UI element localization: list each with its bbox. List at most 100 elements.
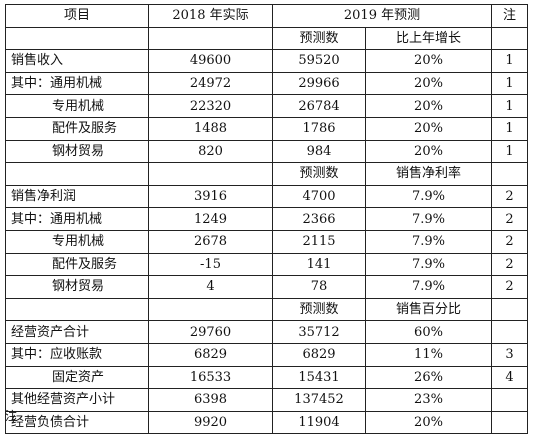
row-rate: 26% (365, 365, 492, 390)
row-label: 销售净利润 (5, 184, 149, 209)
table-row: 配件及服务 1488 1786 20% 1 (5, 116, 528, 141)
subheader-blank-item (5, 162, 149, 186)
row-note (491, 388, 528, 412)
row-rate: 60% (365, 320, 492, 344)
row-note: 1 (491, 94, 528, 118)
header-item: 项目 (5, 4, 149, 28)
row-forecast-2019: 2115 (272, 229, 366, 254)
row-note: 4 (491, 365, 528, 390)
row-forecast-2019: 15431 (272, 365, 366, 390)
row-rate: 20% (365, 410, 492, 434)
subheader-forecast: 预测数 (272, 26, 366, 51)
row-actual-2018: 1249 (148, 207, 273, 231)
row-actual-2018: 3916 (148, 184, 273, 209)
row-actual-2018: 24972 (148, 71, 273, 96)
row-actual-2018: 29760 (148, 320, 273, 344)
header-forecast-2019: 2019 年预测 (272, 4, 492, 28)
row-forecast-2019: 4700 (272, 184, 366, 209)
row-rate: 7.9% (365, 252, 492, 277)
row-note: 2 (491, 252, 528, 277)
subheader-blank-note (491, 26, 528, 51)
row-rate: 20% (365, 139, 492, 164)
row-actual-2018: -15 (148, 252, 273, 277)
subheader-blank-note (491, 297, 528, 322)
subheader-row: 预测数 销售净利率 (5, 162, 528, 186)
row-note: 2 (491, 275, 528, 299)
row-forecast-2019: 141 (272, 252, 366, 277)
subheader-blank-note (491, 162, 528, 186)
table-row: 销售净利润 3916 4700 7.9% 2 (5, 184, 528, 209)
row-label: 配件及服务 (5, 116, 149, 141)
row-label: 专用机械 (5, 94, 149, 118)
row-note (491, 410, 528, 434)
header-row: 项目 2018 年实际 2019 年预测 注 (5, 4, 528, 28)
row-note: 1 (491, 49, 528, 73)
row-actual-2018: 2678 (148, 229, 273, 254)
header-note: 注 (491, 4, 528, 28)
row-actual-2018: 16533 (148, 365, 273, 390)
row-rate: 7.9% (365, 184, 492, 209)
row-forecast-2019: 59520 (272, 49, 366, 73)
table-row: 固定资产 16533 15431 26% 4 (5, 365, 528, 390)
table-row: 专用机械 2678 2115 7.9% 2 (5, 229, 528, 254)
table-row: 其中：通用机械 1249 2366 7.9% 2 (5, 207, 528, 231)
row-note: 1 (491, 116, 528, 141)
row-label: 其中：通用机械 (5, 71, 149, 96)
row-note: 2 (491, 229, 528, 254)
row-label: 销售收入 (5, 49, 149, 73)
row-label: 固定资产 (5, 365, 149, 390)
row-note: 2 (491, 184, 528, 209)
row-forecast-2019: 1786 (272, 116, 366, 141)
row-note: 2 (491, 207, 528, 231)
table-row: 其中：通用机械 24972 29966 20% 1 (5, 71, 528, 96)
row-forecast-2019: 2366 (272, 207, 366, 231)
row-label: 其中：应收账款 (5, 342, 149, 367)
subheader-rate: 比上年增长 (365, 26, 492, 51)
table-row: 其中：应收账款 6829 6829 11% 3 (5, 342, 528, 367)
table-row: 经营负债合计 9920 11904 20% (5, 410, 528, 434)
row-label: 经营资产合计 (5, 320, 149, 344)
row-label: 其他经营资产小计 (5, 388, 149, 412)
row-rate: 7.9% (365, 275, 492, 299)
row-label: 其中：通用机械 (5, 207, 149, 231)
row-label: 钢材贸易 (5, 139, 149, 164)
row-actual-2018: 6398 (148, 388, 273, 412)
row-label: 专用机械 (5, 229, 149, 254)
table-body: 项目 2018 年实际 2019 年预测 注 预测数 比上年增长 销售收入 49600… (5, 4, 528, 434)
row-rate: 11% (365, 342, 492, 367)
row-forecast-2019: 78 (272, 275, 366, 299)
row-forecast-2019: 26784 (272, 94, 366, 118)
table-row: 配件及服务 -15 141 7.9% 2 (5, 252, 528, 277)
table-row: 经营资产合计 29760 35712 60% (5, 320, 528, 344)
row-note: 1 (491, 139, 528, 164)
row-label: 配件及服务 (5, 252, 149, 277)
row-actual-2018: 820 (148, 139, 273, 164)
row-rate: 7.9% (365, 229, 492, 254)
row-rate: 20% (365, 94, 492, 118)
row-rate: 20% (365, 49, 492, 73)
subheader-blank-actual (148, 297, 273, 322)
row-note: 1 (491, 71, 528, 96)
row-rate: 7.9% (365, 207, 492, 231)
subheader-forecast: 预测数 (272, 162, 366, 186)
row-forecast-2019: 984 (272, 139, 366, 164)
forecast-table: 项目 2018 年实际 2019 年预测 注 预测数 比上年增长 销售收入 49600… (5, 4, 528, 434)
subheader-row: 预测数 比上年增长 (5, 26, 528, 51)
table-row: 其他经营资产小计 6398 137452 23% (5, 388, 528, 412)
subheader-row: 预测数 销售百分比 (5, 297, 528, 322)
row-rate: 23% (365, 388, 492, 412)
row-actual-2018: 22320 (148, 94, 273, 118)
table-row: 钢材贸易 820 984 20% 1 (5, 139, 528, 164)
subheader-rate: 销售净利率 (365, 162, 492, 186)
subheader-rate: 销售百分比 (365, 297, 492, 322)
row-note (491, 320, 528, 344)
row-forecast-2019: 137452 (272, 388, 366, 412)
row-actual-2018: 49600 (148, 49, 273, 73)
subheader-forecast: 预测数 (272, 297, 366, 322)
subheader-blank-actual (148, 26, 273, 51)
table-row: 销售收入 49600 59520 20% 1 (5, 49, 528, 73)
table-row: 钢材贸易 4 78 7.9% 2 (5, 275, 528, 299)
row-label: 经营负债合计 (5, 410, 149, 434)
subheader-blank-item (5, 297, 149, 322)
row-actual-2018: 1488 (148, 116, 273, 141)
